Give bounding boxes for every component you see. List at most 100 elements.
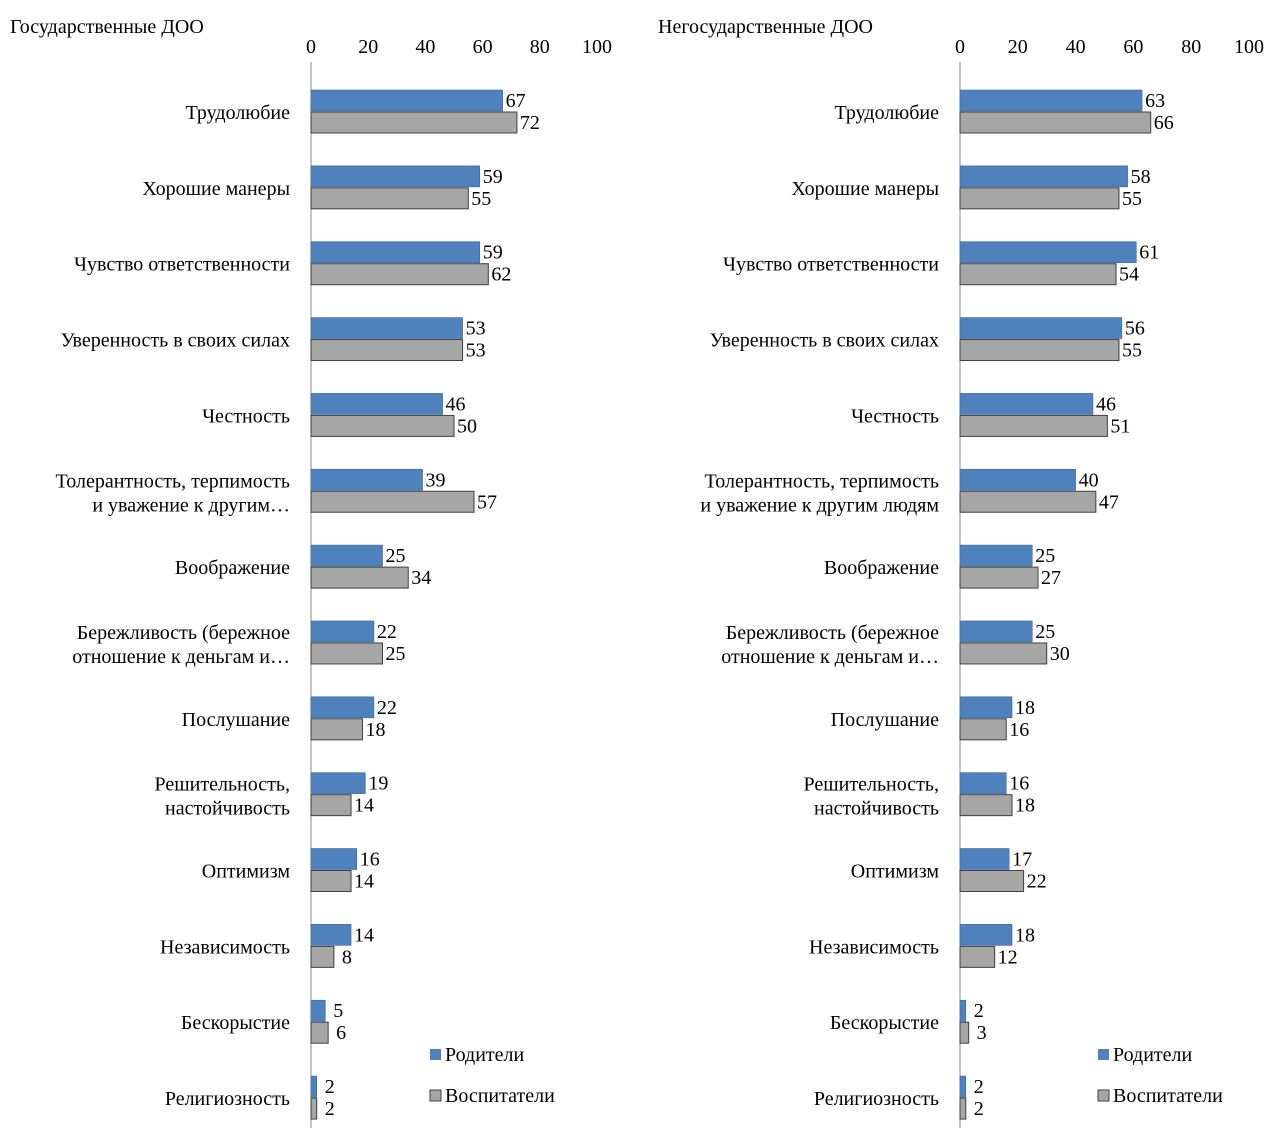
- bar-teachers: [959, 642, 1048, 665]
- bar-teachers: [310, 1021, 329, 1044]
- data-label-teachers: 22: [1027, 871, 1047, 893]
- x-tick-label: 80: [530, 36, 550, 58]
- bar-teachers: [959, 1021, 970, 1044]
- legend-label: Воспитатели: [1113, 1085, 1223, 1107]
- bar-parents: [959, 241, 1137, 263]
- data-label-parents: 56: [1125, 318, 1145, 340]
- bar-parents: [310, 999, 326, 1022]
- legend-swatch: [1098, 1049, 1109, 1060]
- bar-parents: [959, 544, 1033, 567]
- data-label-teachers: 30: [1050, 643, 1070, 665]
- bar-teachers: [959, 870, 1025, 892]
- bar-teachers: [959, 945, 996, 968]
- category-label: настойчивость: [814, 798, 939, 820]
- x-tick-label: 60: [1123, 36, 1143, 58]
- x-tick-label: 80: [1181, 36, 1201, 58]
- chart-panel-private: Негосударственные ДОО 0 20 40 60 80 100 Трудолю…: [658, 16, 1264, 1128]
- data-label-parents: 53: [466, 318, 486, 340]
- category-label: Воображение: [175, 557, 290, 579]
- bar-teachers: [310, 339, 464, 362]
- x-tick-label: 100: [1234, 36, 1264, 58]
- bar-parents: [310, 620, 375, 643]
- category-label: Оптимизм: [202, 861, 291, 883]
- category-label: отношение к деньгам и…: [721, 646, 939, 668]
- category-label: Послушание: [831, 709, 939, 731]
- bar-teachers: [959, 566, 1039, 589]
- legend-label: Родители: [1113, 1044, 1193, 1066]
- bar-teachers: [310, 945, 335, 968]
- data-label-parents: 22: [377, 697, 397, 719]
- category-label: и уважение к другим…: [92, 494, 290, 516]
- category-label: Бережливость (бережное: [726, 622, 939, 644]
- chart-title: Негосударственные ДОО: [658, 16, 873, 38]
- bar-teachers: [310, 870, 352, 892]
- category-label: Оптимизм: [851, 861, 940, 883]
- category-label: Чувство ответственности: [74, 254, 290, 276]
- data-label-parents: 16: [360, 849, 380, 871]
- x-tick-label: 40: [415, 36, 435, 58]
- category-label: Трудолюбие: [834, 102, 939, 124]
- data-label-teachers: 16: [1009, 719, 1029, 741]
- category-label: Послушание: [182, 709, 290, 731]
- data-label-teachers: 27: [1041, 567, 1061, 589]
- data-label-teachers: 8: [342, 946, 352, 968]
- category-label: Бережливость (бережное: [77, 622, 290, 644]
- data-label-teachers: 53: [466, 340, 486, 362]
- bar-parents: [310, 468, 423, 491]
- data-label-parents: 19: [368, 773, 388, 795]
- category-label: Бескорыстие: [181, 1012, 290, 1034]
- data-label-teachers: 34: [411, 567, 431, 589]
- legend-swatch: [429, 1089, 442, 1102]
- data-label-teachers: 18: [1015, 795, 1035, 817]
- bar-parents: [310, 1075, 318, 1098]
- legend-swatch: [430, 1049, 441, 1060]
- bar-parents: [959, 696, 1013, 719]
- data-label-parents: 58: [1131, 166, 1151, 188]
- data-label-parents: 2: [974, 1076, 984, 1098]
- data-label-parents: 67: [506, 90, 526, 112]
- bar-teachers: [959, 414, 1108, 437]
- data-label-parents: 14: [354, 924, 374, 946]
- category-label: и уважение к другим людям: [700, 494, 939, 516]
- bar-parents: [959, 772, 1007, 794]
- category-label: Независимость: [160, 936, 290, 958]
- bar-teachers: [959, 794, 1013, 817]
- data-label-teachers: 12: [998, 946, 1018, 968]
- category-label: Толерантность, терпимость: [705, 470, 939, 492]
- data-label-teachers: 14: [354, 795, 374, 817]
- bar-parents: [959, 999, 967, 1022]
- data-label-teachers: 54: [1119, 264, 1139, 286]
- data-label-parents: 61: [1139, 242, 1159, 264]
- legend-swatch: [1097, 1089, 1110, 1102]
- bar-parents: [310, 696, 375, 719]
- bar-teachers: [959, 490, 1097, 513]
- bar-teachers: [310, 642, 383, 665]
- data-label-teachers: 55: [1122, 340, 1142, 362]
- data-label-teachers: 72: [520, 112, 540, 134]
- data-label-parents: 46: [446, 393, 466, 415]
- data-label-parents: 63: [1145, 90, 1165, 112]
- bar-parents: [959, 393, 1094, 415]
- category-label: Хорошие манеры: [791, 178, 939, 200]
- data-label-teachers: 55: [1122, 188, 1142, 210]
- bar-parents: [310, 241, 481, 263]
- bar-parents: [310, 165, 481, 188]
- x-tick-label: 0: [306, 36, 316, 58]
- bar-teachers: [959, 718, 1007, 741]
- bar-teachers: [959, 263, 1117, 286]
- data-label-parents: 5: [333, 1000, 343, 1022]
- bar-parents: [310, 89, 503, 112]
- bar-teachers: [310, 566, 409, 589]
- category-label: отношение к деньгам и…: [72, 646, 290, 668]
- bar-teachers: [310, 414, 455, 437]
- data-label-parents: 2: [325, 1076, 335, 1098]
- category-label: Честность: [202, 405, 290, 427]
- x-tick-label: 100: [582, 36, 612, 58]
- data-label-parents: 16: [1009, 773, 1029, 795]
- bar-parents: [310, 848, 358, 870]
- category-label: Бескорыстие: [830, 1012, 939, 1034]
- legend-label: Воспитатели: [445, 1085, 555, 1107]
- bar-teachers: [959, 111, 1152, 134]
- category-label: Честность: [851, 405, 939, 427]
- data-label-teachers: 25: [386, 643, 406, 665]
